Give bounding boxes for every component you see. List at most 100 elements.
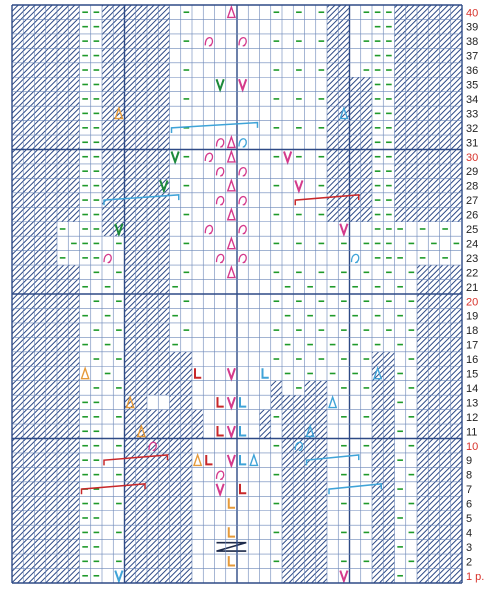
row-number-29: 29	[466, 166, 478, 178]
row-number-35: 35	[466, 80, 478, 92]
stitch-symbol-twist-blue	[350, 253, 360, 264]
row-number-32: 32	[466, 123, 478, 135]
row-number-27: 27	[466, 195, 478, 207]
stitch-symbol-v-pink	[339, 570, 349, 585]
stitch-symbol-twist-pink	[215, 167, 225, 177]
stitch-symbol-twist-pink	[148, 441, 157, 452]
row-number-28: 28	[466, 181, 478, 193]
row-number-40: 40	[466, 7, 478, 19]
stitch-symbol-l-blue	[239, 426, 247, 437]
row-number-7: 7	[466, 484, 472, 496]
stitch-symbol-v-green	[215, 78, 225, 93]
row-number-14: 14	[466, 383, 478, 395]
row-number-24: 24	[466, 238, 478, 250]
stitch-symbol-l-orange	[227, 498, 235, 509]
stitch-symbol-triangle-orange	[125, 395, 135, 409]
stitch-symbol-twist-pink	[238, 195, 247, 206]
stitch-symbol-l-blue	[261, 368, 269, 379]
stitch-symbol-v-pink	[283, 151, 293, 166]
stitch-symbol-triangle-orange	[136, 423, 146, 438]
row-number-22: 22	[466, 267, 478, 279]
stitch-symbol-v-green	[170, 151, 180, 166]
row-number-37: 37	[466, 51, 478, 63]
row-number-25: 25	[466, 224, 478, 236]
row-number-26: 26	[466, 210, 478, 222]
row-number-34: 34	[466, 94, 478, 106]
stitch-symbol-triangle-pink	[226, 134, 236, 149]
stitch-symbol-twist-pink	[238, 167, 247, 177]
row-number-10: 10	[466, 441, 478, 453]
stitch-symbol-l-blue	[239, 454, 247, 466]
stitch-symbol-l-red	[194, 368, 202, 379]
stitch-symbol-v-pink	[294, 180, 304, 194]
stitch-symbol-twist-pink	[204, 37, 214, 47]
row-number-6: 6	[466, 499, 472, 511]
stitch-symbol-twist-pink	[238, 224, 247, 235]
row-number-20: 20	[466, 296, 478, 308]
stitch-symbol-l-orange	[227, 556, 235, 567]
stitch-symbol-l-blue	[239, 397, 247, 408]
row-number-18: 18	[466, 325, 478, 337]
row-numbers: 4039383736353433323130292827262524232221…	[466, 7, 484, 583]
purl-marks	[59, 11, 460, 577]
stitch-symbol-triangle-orange	[193, 452, 203, 467]
stitch-symbol-triangle-blue	[305, 423, 315, 438]
stitch-symbol-v-pink	[226, 367, 236, 382]
stitch-symbol-triangle-pink	[226, 207, 236, 221]
stitch-symbol-triangle-pink	[226, 264, 236, 279]
row-number-13: 13	[466, 397, 478, 409]
stitch-symbol-l-orange	[227, 527, 235, 538]
stitch-symbol-triangle-blue	[373, 366, 383, 380]
stitch-symbol-twist-pink	[238, 253, 247, 264]
row-number-1: 1 р.	[466, 571, 484, 583]
cable-crossing	[294, 194, 360, 206]
stitch-symbol-triangle-pink	[226, 178, 236, 192]
stitch-symbol-v-pink	[226, 454, 236, 469]
stitch-symbol-v-pink	[226, 396, 236, 411]
stitch-symbol-twist-pink	[215, 195, 225, 206]
row-number-36: 36	[466, 65, 478, 77]
row-number-12: 12	[466, 412, 478, 424]
cable-crossings	[80, 121, 382, 495]
stitch-symbol-l-red	[239, 483, 247, 495]
row-number-9: 9	[466, 455, 472, 467]
row-number-3: 3	[466, 542, 472, 554]
row-number-38: 38	[466, 36, 478, 48]
stitch-symbol-triangle-blue	[249, 452, 259, 467]
row-number-23: 23	[466, 253, 478, 265]
cable-crossing	[103, 454, 169, 466]
stitch-symbol-twist-pink	[103, 253, 112, 264]
cable-crossing	[103, 194, 180, 206]
stitch-symbol-triangle-pink	[226, 4, 236, 19]
stitch-symbol-v-blue	[114, 570, 124, 585]
stitch-symbol-v-pink	[339, 223, 349, 238]
stitch-symbol-triangle-pink	[226, 236, 236, 250]
stitch-symbol-l-red	[216, 397, 224, 408]
row-number-31: 31	[466, 137, 478, 149]
stitch-symbol-twist-blue	[238, 138, 247, 148]
stitch-symbol-triangle-blue	[339, 106, 349, 120]
stitch-symbol-twist-pink	[215, 138, 225, 148]
row-number-8: 8	[466, 470, 472, 482]
row-number-30: 30	[466, 152, 478, 164]
stitch-symbol-v-pink	[226, 425, 236, 440]
stitch-symbol-v-green	[114, 223, 124, 238]
stitch-symbol-triangle-blue	[328, 395, 338, 409]
stitch-symbol-twist-pink	[204, 152, 214, 163]
stitch-symbol-twist-pink	[204, 224, 214, 235]
cable-crossing	[305, 454, 360, 466]
row-number-16: 16	[466, 354, 478, 366]
stitch-symbol-twist-pink	[215, 470, 225, 480]
stitch-symbol-v-pink	[238, 78, 248, 93]
row-number-33: 33	[466, 108, 478, 120]
stitch-symbol-twist-pink	[215, 253, 225, 264]
cable-crossing	[328, 483, 382, 495]
stitch-symbol-l-red	[205, 454, 213, 466]
chart-grid	[11, 4, 463, 584]
row-number-17: 17	[466, 340, 478, 352]
stitch-symbol-twist-pink	[238, 37, 247, 47]
row-number-39: 39	[466, 22, 478, 34]
cable-crossing	[170, 121, 259, 134]
stitch-symbol-cable-dark	[216, 541, 247, 552]
